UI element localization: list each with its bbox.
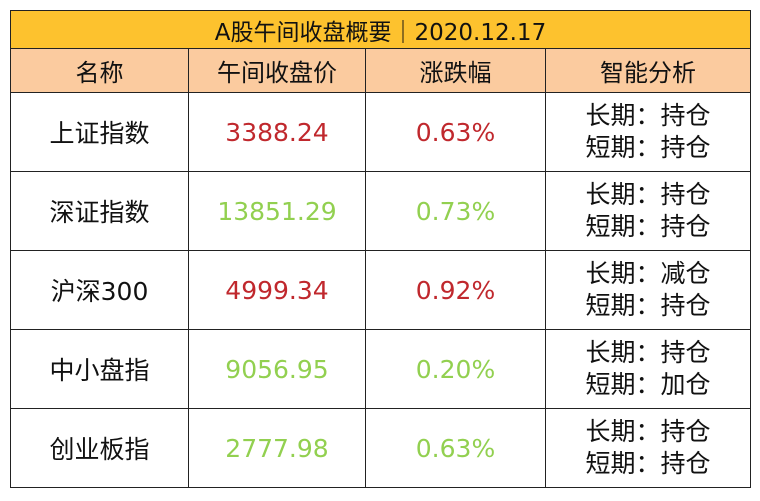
analysis-line: 短期：持仓 [585, 133, 711, 162]
index-name: 沪深300 [10, 250, 189, 330]
analysis: 长期：持仓短期：持仓 [545, 408, 751, 488]
table-title: A股午间收盘概要｜2020.12.17 [10, 10, 751, 49]
index-name: 中小盘指 [10, 329, 189, 409]
analysis-line: 短期：持仓 [585, 291, 711, 320]
analysis: 长期：持仓短期：持仓 [545, 92, 751, 172]
index-name: 创业板指 [10, 408, 189, 488]
price: 2777.98 [188, 408, 366, 488]
analysis-line: 短期：持仓 [585, 212, 711, 241]
table-row: 深证指数 13851.29 0.73% 长期：持仓 短期：持仓 [10, 171, 751, 251]
analysis: 长期：持仓短期：加仓 [545, 329, 751, 409]
summary-table: A股午间收盘概要｜2020.12.17 名称 午间收盘价 涨跌幅 智能分析 上证指数 3… [10, 10, 751, 488]
price: 4999.34 [188, 250, 366, 330]
table-row: 创业板指 2777.98 0.63% 长期：持仓 短期：持仓 [10, 408, 751, 488]
table-row: 沪深300 4999.34 0.92% 长期：减仓 短期：持仓 [10, 250, 751, 330]
column-header: 午间收盘价 [188, 48, 366, 93]
column-header: 涨跌幅 [365, 48, 546, 93]
change: 0.63% [365, 92, 546, 172]
analysis: 长期：持仓短期：持仓 [545, 171, 751, 251]
analysis-line: 长期：持仓 [585, 101, 711, 130]
analysis-line: 短期：加仓 [585, 370, 711, 399]
index-name: 深证指数 [10, 171, 189, 251]
analysis-line: 长期：持仓 [585, 338, 711, 367]
column-header: 智能分析 [545, 48, 751, 93]
change: 0.63% [365, 408, 546, 488]
change: 0.20% [365, 329, 546, 409]
analysis-line: 长期：持仓 [585, 417, 711, 446]
change: 0.92% [365, 250, 546, 330]
analysis-line: 短期：持仓 [585, 449, 711, 478]
column-header: 名称 [10, 48, 189, 93]
analysis-line: 长期：持仓 [585, 180, 711, 209]
price: 13851.29 [188, 171, 366, 251]
analysis: 长期：减仓短期：持仓 [545, 250, 751, 330]
price: 3388.24 [188, 92, 366, 172]
change: 0.73% [365, 171, 546, 251]
table-row: 中小盘指 9056.95 0.20% 长期：持仓 短期：加仓 [10, 329, 751, 409]
analysis-line: 长期：减仓 [585, 259, 711, 288]
table-row: 上证指数 3388.24 0.63% 长期：持仓 短期：持仓 [10, 92, 751, 172]
index-name: 上证指数 [10, 92, 189, 172]
price: 9056.95 [188, 329, 366, 409]
